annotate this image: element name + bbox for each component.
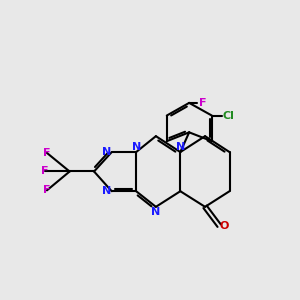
Text: N: N: [131, 142, 141, 152]
Text: O: O: [220, 221, 229, 231]
Text: N: N: [102, 147, 111, 157]
Text: N: N: [151, 207, 160, 217]
Text: F: F: [41, 167, 49, 176]
Text: N: N: [102, 186, 111, 196]
Text: F: F: [199, 98, 206, 108]
Text: F: F: [43, 148, 51, 158]
Text: Cl: Cl: [223, 110, 235, 121]
Text: F: F: [43, 185, 51, 195]
Text: N: N: [176, 142, 185, 152]
